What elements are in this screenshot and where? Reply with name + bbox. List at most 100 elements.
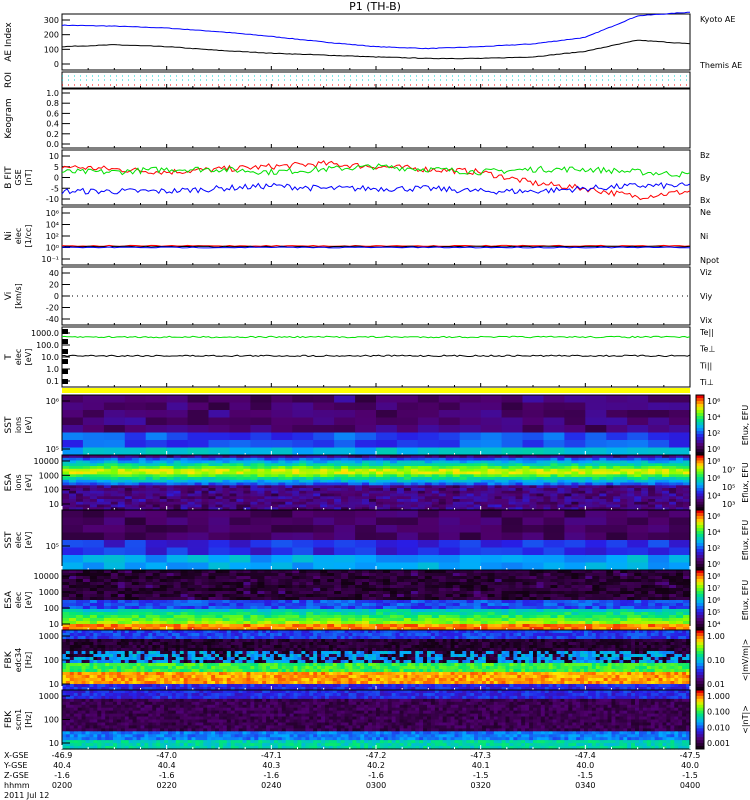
heatmap-cell (383, 479, 391, 484)
heatmap-cell (564, 609, 572, 613)
heatmap-cell (292, 471, 300, 475)
heatmap-cell (128, 633, 134, 637)
heatmap-cell (634, 504, 642, 508)
heatmap-cell (634, 493, 642, 497)
heatmap-cell (362, 615, 370, 619)
heatmap-cell (180, 615, 189, 619)
heatmap-cell (669, 447, 691, 456)
heatmap-cell (250, 471, 258, 475)
heatmap-cell (508, 612, 517, 616)
heatmap-cell (355, 477, 363, 481)
heatmap-cell (257, 603, 265, 607)
heatmap-cell (390, 490, 398, 495)
heatmap-cell (180, 603, 189, 607)
heatmap-cell (564, 455, 572, 459)
heatmap-cell (236, 615, 244, 619)
heatmap-cell (578, 600, 586, 604)
heatmap-cell (634, 496, 642, 500)
heatmap-cell (606, 573, 614, 577)
heatmap-cell (271, 588, 279, 592)
heatmap-cell (606, 417, 628, 426)
heatmap-cell (69, 651, 75, 655)
heatmap-cell (299, 585, 307, 589)
heatmap-cell (355, 488, 363, 492)
heatmap-cell (501, 485, 510, 489)
heatmap-cell (313, 432, 335, 441)
heatmap-cell (250, 609, 258, 613)
heatmap-cell (229, 493, 238, 497)
heatmap-cell (110, 474, 119, 478)
heatmap-cell (120, 663, 126, 667)
y-axis-label: GSE (14, 169, 23, 185)
heatmap-cell (627, 474, 635, 478)
heatmap-cell (369, 594, 377, 598)
heatmap-cell (81, 651, 87, 655)
heatmap-cell (403, 501, 412, 506)
heatmap-cell (117, 612, 126, 616)
heatmap-cell (383, 466, 391, 470)
heatmap-cell (669, 585, 677, 589)
heatmap-cell (152, 501, 161, 506)
heatmap-cell (599, 597, 607, 601)
heatmap-cell (571, 455, 579, 459)
heatmap-cell (487, 479, 496, 484)
heatmap-cell (480, 615, 489, 619)
heatmap-cell (669, 496, 677, 500)
heatmap-cell (250, 573, 258, 577)
heatmap-cell (376, 440, 398, 449)
heatmap-cell (194, 600, 203, 604)
heatmap-cell (124, 585, 133, 589)
heatmap-cell (424, 603, 433, 607)
heatmap-cell (683, 479, 691, 484)
heatmap-cell (585, 582, 593, 586)
heatmap-cell (278, 573, 286, 577)
heatmap-cell (641, 627, 649, 631)
heatmap-cell (187, 576, 196, 580)
heatmap-cell (627, 612, 635, 616)
heatmap-cell (417, 532, 440, 541)
heatmap-cell (362, 507, 370, 511)
heatmap-cell (634, 618, 642, 622)
heatmap-cell (494, 488, 503, 492)
heatmap-cell (124, 684, 130, 688)
colorbar-segment (696, 395, 704, 399)
heatmap-cell (592, 576, 600, 580)
heatmap-cell (89, 597, 98, 601)
heatmap-cell (116, 678, 122, 682)
heatmap-cell (69, 474, 77, 478)
heatmap-cell (229, 547, 251, 556)
heatmap-cell (522, 466, 531, 470)
heatmap-cell (236, 496, 244, 500)
heatmap-cell (124, 633, 130, 637)
heatmap-cell (396, 504, 405, 508)
heatmap-cell (403, 496, 412, 500)
heatmap-cell (543, 499, 552, 503)
heatmap-cell (466, 594, 475, 598)
heatmap-cell (159, 460, 168, 464)
heatmap-cell (515, 499, 524, 503)
heatmap-cell (271, 582, 279, 586)
heatmap-cell (82, 457, 91, 462)
heatmap-cell (480, 496, 489, 500)
heatmap-cell (606, 618, 614, 622)
heatmap-cell (620, 474, 628, 478)
heatmap-cell (515, 576, 524, 580)
heatmap-cell (131, 612, 140, 616)
heatmap-cell (522, 479, 531, 484)
heatmap-cell (124, 618, 133, 622)
heatmap-cell (76, 457, 84, 462)
heatmap-cell (676, 466, 684, 470)
heatmap-cell (606, 482, 614, 486)
heatmap-cell (187, 460, 196, 464)
heatmap-cell (145, 507, 154, 511)
heatmap-cell (180, 482, 189, 486)
heatmap-cell (641, 460, 649, 464)
heatmap-cell (306, 585, 314, 589)
heatmap-cell (452, 621, 461, 625)
heatmap-cell (222, 627, 231, 631)
heatmap-cell (564, 627, 572, 631)
heatmap-cell (85, 630, 90, 634)
heatmap-cell (536, 507, 545, 511)
heatmap-cell (348, 490, 356, 495)
